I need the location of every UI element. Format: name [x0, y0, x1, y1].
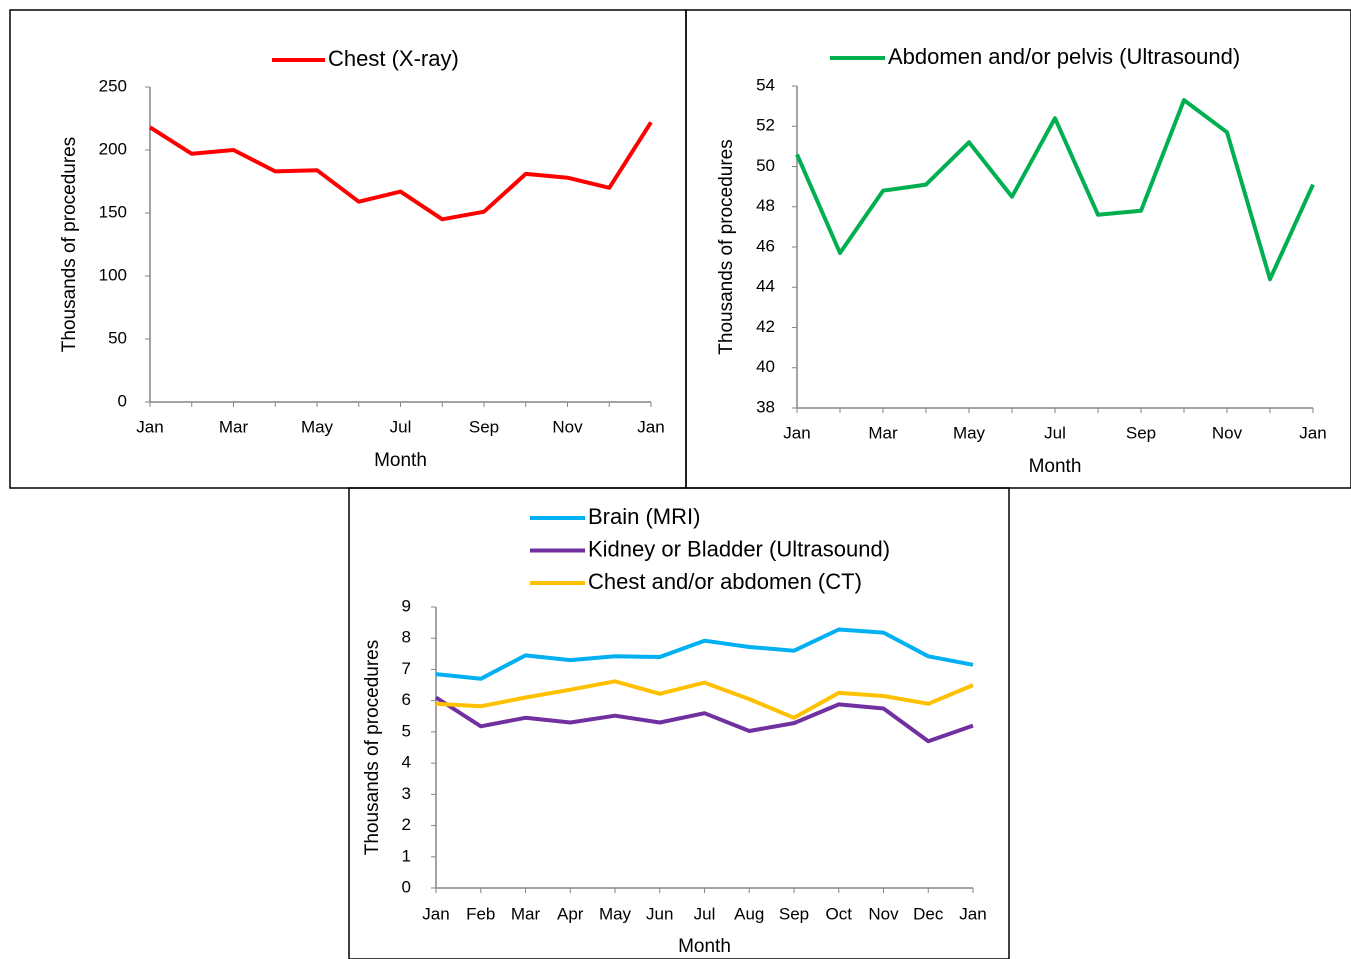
chart-frame — [348, 487, 1010, 959]
x-tick-label: Nov — [552, 417, 583, 436]
series-line — [434, 695, 974, 744]
y-tick-label: 2 — [402, 815, 411, 834]
legend-label: Chest and/or abdomen (CT) — [588, 569, 862, 594]
y-tick-label: 0 — [118, 391, 127, 410]
y-tick-label: 1 — [402, 846, 411, 865]
y-tick-label: 3 — [402, 784, 411, 803]
y-tick-label: 40 — [756, 357, 775, 376]
y-tick-label: 42 — [756, 317, 775, 336]
y-tick-label: 7 — [402, 659, 411, 678]
x-tick-label: Jan — [783, 423, 810, 442]
x-tick-label: May — [599, 904, 632, 923]
x-tick-label: May — [953, 423, 986, 442]
x-tick-label: Jul — [1044, 423, 1066, 442]
x-axis-label: Month — [374, 450, 427, 471]
x-tick-label: Mar — [219, 417, 249, 436]
y-tick-label: 9 — [402, 596, 411, 615]
chart-frame — [685, 9, 1351, 489]
series-line — [148, 121, 653, 222]
x-axis-label: Month — [1029, 456, 1082, 477]
series-line — [435, 627, 974, 681]
series-line — [435, 679, 974, 720]
x-tick-label: Sep — [779, 904, 809, 923]
x-tick-label: Apr — [557, 904, 584, 923]
y-tick-label: 6 — [402, 690, 411, 709]
x-tick-label: Dec — [913, 904, 944, 923]
y-tick-label: 250 — [99, 76, 127, 95]
y-tick-label: 54 — [756, 75, 775, 94]
legend-label: Chest (X-ray) — [328, 46, 459, 71]
x-tick-label: Aug — [734, 904, 764, 923]
legend-label: Abdomen and/or pelvis (Ultrasound) — [888, 44, 1240, 69]
x-tick-label: Mar — [511, 904, 541, 923]
series-line — [795, 98, 1315, 282]
y-axis-label: Thousands of procedures — [716, 139, 737, 354]
x-tick-label: Sep — [469, 417, 499, 436]
y-tick-label: 150 — [99, 202, 127, 221]
x-tick-label: Jan — [1299, 423, 1326, 442]
x-tick-label: Nov — [868, 904, 899, 923]
y-tick-label: 44 — [756, 277, 775, 296]
x-tick-label: Jan — [136, 417, 163, 436]
x-tick-label: Nov — [1212, 423, 1243, 442]
x-tick-label: Sep — [1126, 423, 1156, 442]
x-tick-label: Jul — [390, 417, 412, 436]
y-tick-label: 52 — [756, 116, 775, 135]
y-tick-label: 100 — [99, 265, 127, 284]
x-tick-label: Jun — [646, 904, 673, 923]
x-tick-label: Jan — [959, 904, 986, 923]
y-tick-label: 8 — [402, 628, 411, 647]
x-tick-label: Feb — [466, 904, 495, 923]
y-tick-label: 200 — [99, 139, 127, 158]
x-axis-label: Month — [678, 936, 731, 957]
x-tick-label: Mar — [868, 423, 898, 442]
y-tick-label: 38 — [756, 397, 775, 416]
y-tick-label: 4 — [402, 753, 411, 772]
legend-label: Brain (MRI) — [588, 504, 700, 529]
x-tick-label: Oct — [826, 904, 853, 923]
y-tick-label: 50 — [756, 156, 775, 175]
x-tick-label: Jan — [637, 417, 664, 436]
y-axis-label: Thousands of procedures — [59, 137, 80, 352]
y-tick-label: 46 — [756, 236, 775, 255]
legend-label: Kidney or Bladder (Ultrasound) — [588, 536, 890, 561]
x-tick-label: Jul — [694, 904, 716, 923]
y-tick-label: 50 — [108, 328, 127, 347]
x-tick-label: May — [301, 417, 334, 436]
y-tick-label: 0 — [402, 877, 411, 896]
y-axis-label: Thousands of procedures — [362, 640, 383, 855]
x-tick-label: Jan — [422, 904, 449, 923]
y-tick-label: 48 — [756, 196, 775, 215]
y-tick-label: 5 — [402, 721, 411, 740]
